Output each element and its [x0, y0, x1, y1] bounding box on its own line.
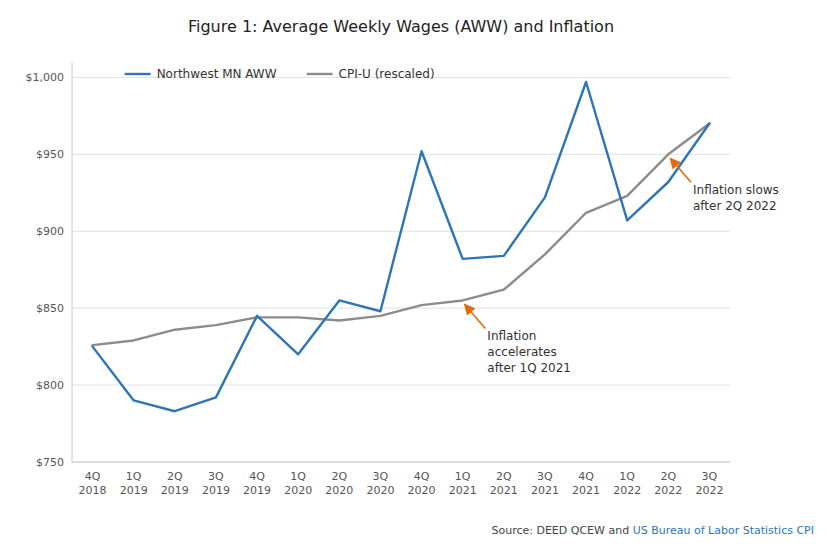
x-tick-label: 1Q2022	[613, 470, 641, 497]
legend-label: CPI-U (rescaled)	[339, 67, 435, 81]
y-tick-label: $900	[36, 225, 64, 238]
x-tick-label: 2Q2022	[654, 470, 682, 497]
legend-label: Northwest MN AWW	[157, 67, 277, 81]
x-tick-label: 1Q2019	[120, 470, 148, 497]
x-tick-label: 3Q2022	[695, 470, 723, 497]
grid-line	[72, 154, 730, 155]
grid	[72, 77, 730, 462]
grid-line	[72, 308, 730, 309]
y-tick-label: $750	[36, 456, 64, 469]
y-tick-label: $800	[36, 379, 64, 392]
x-tick-label: 3Q2021	[531, 470, 559, 497]
x-tick-label: 3Q2019	[202, 470, 230, 497]
x-tick-label: 4Q2020	[408, 470, 436, 497]
y-tick-label: $850	[36, 302, 64, 315]
title: Figure 1: Average Weekly Wages (AWW) and…	[188, 17, 614, 36]
y-axis-line	[72, 62, 73, 462]
x-tick-label: 4Q2018	[79, 470, 107, 497]
annotation-arrow	[465, 304, 486, 328]
y-tick-label: $950	[36, 148, 64, 161]
x-tick-label: 4Q2021	[572, 470, 600, 497]
source-link: US Bureau of Labor Statistics CPI	[633, 524, 814, 537]
line	[93, 82, 710, 411]
source: Source: DEED QCEW and US Bureau of Labor…	[491, 524, 814, 537]
grid-line	[72, 462, 730, 463]
grid-line	[72, 385, 730, 386]
x-tick-label: 2Q2021	[490, 470, 518, 497]
x-tick-label: 1Q2021	[449, 470, 477, 497]
x-tick-label: 1Q2020	[284, 470, 312, 497]
annotation: Inflation slowsafter 2Q 2022	[693, 183, 779, 213]
legend-swatch	[307, 73, 333, 75]
source-text: Source: DEED QCEW and	[491, 524, 632, 537]
x-tick-label: 4Q2019	[243, 470, 271, 497]
lines	[93, 82, 710, 411]
legend: Northwest MN AWW CPI-U (rescaled)	[125, 67, 435, 81]
x-tick-label: 2Q2020	[325, 470, 353, 497]
legend-swatch	[125, 73, 151, 75]
annotation-arrow	[670, 158, 691, 182]
annotation: Inflationacceleratesafter 1Q 2021	[487, 329, 571, 375]
x-tick-label: 3Q2020	[366, 470, 394, 497]
y-tick-label: $1,000	[26, 71, 65, 84]
x-axis-line	[72, 462, 730, 463]
x-tick-label: 2Q2019	[161, 470, 189, 497]
chart: Figure 1: Average Weekly Wages (AWW) and…	[0, 0, 830, 546]
